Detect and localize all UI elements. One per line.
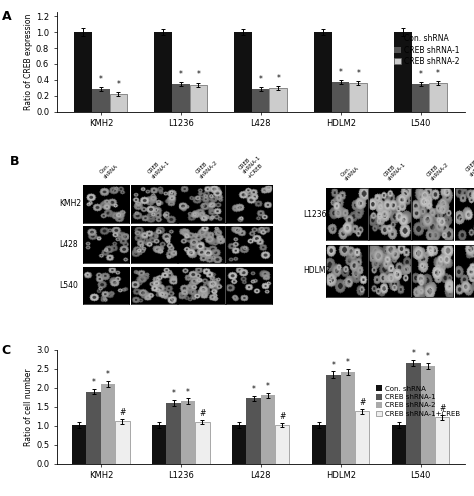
Text: #: # [439,404,446,413]
Bar [109,94,127,112]
Bar [429,83,447,112]
Bar [74,32,92,112]
Text: CREB
shRNA-2: CREB shRNA-2 [426,157,450,182]
Text: *: * [91,378,96,387]
Text: *: * [331,361,336,370]
Bar [349,83,367,112]
Text: *: * [106,370,110,379]
Bar [181,401,195,464]
Legend: Con. shRNA, CREB shRNA-1, CREB shRNA-2: Con. shRNA, CREB shRNA-1, CREB shRNA-2 [393,34,461,66]
Text: *: * [356,69,360,78]
Bar [252,89,270,112]
Text: *: * [179,69,182,79]
Bar [232,425,246,464]
Text: *: * [436,69,440,78]
Text: *: * [426,352,430,361]
Text: *: * [346,358,350,367]
Bar [72,425,86,464]
Text: Con.
shRNA: Con. shRNA [99,159,119,179]
Bar [314,32,332,112]
Text: #: # [359,398,365,407]
Bar [275,425,290,464]
Text: B: B [9,155,19,168]
Text: A: A [2,10,11,23]
Text: *: * [411,349,415,358]
Text: #: # [199,409,206,418]
Text: L428: L428 [60,240,78,249]
Text: *: * [266,382,270,391]
Bar [326,374,341,464]
Text: Con.
shRNA: Con. shRNA [340,161,360,182]
Text: L540: L540 [60,281,78,290]
Bar [261,395,275,464]
Y-axis label: Ratio of cell number: Ratio of cell number [24,368,33,445]
Bar [86,392,101,464]
Text: CREB
shRNA-1: CREB shRNA-1 [383,157,407,182]
Text: C: C [2,344,11,357]
Text: *: * [172,389,175,398]
Bar [406,363,420,464]
Legend: Con. shRNA, CREB shRNA-1, CREB shRNA-2, CREB shRNA-1+CREB: Con. shRNA, CREB shRNA-1, CREB shRNA-2, … [375,385,461,418]
Text: CREB
shRNA-2: CREB shRNA-2 [194,155,219,179]
Text: *: * [252,385,255,394]
Bar [392,425,406,464]
Text: #: # [279,412,285,421]
Text: *: * [196,70,201,79]
Bar [246,398,261,464]
Bar [412,84,429,112]
Text: *: * [99,75,103,84]
Bar [152,425,166,464]
Bar [312,425,326,464]
Bar [101,384,115,464]
Text: *: * [276,73,280,83]
Bar [270,88,287,112]
Y-axis label: Ratio of CREB expression: Ratio of CREB expression [24,14,33,110]
Text: CREB
shRNA-1
+CREB: CREB shRNA-1 +CREB [238,151,266,179]
Text: CREB
shRNA-1
+CREB: CREB shRNA-1 +CREB [465,153,474,182]
Text: *: * [186,387,190,396]
Text: *: * [117,80,120,89]
Bar [195,422,210,464]
Text: #: # [119,408,126,417]
Bar [115,421,129,464]
Bar [435,418,449,464]
Bar [190,85,207,112]
Bar [341,372,355,464]
Bar [155,32,172,112]
Bar [355,411,369,464]
Text: *: * [419,69,422,79]
Bar [420,366,435,464]
Text: CREB
shRNA-1: CREB shRNA-1 [147,155,171,179]
Bar [172,84,190,112]
Text: *: * [339,68,343,77]
Text: *: * [259,75,263,84]
Bar [92,89,109,112]
Bar [394,32,412,112]
Text: KMH2: KMH2 [60,199,82,208]
Bar [166,403,181,464]
Text: L1236: L1236 [303,210,327,219]
Text: HDLM2: HDLM2 [303,266,331,275]
Bar [332,82,349,112]
Bar [234,32,252,112]
